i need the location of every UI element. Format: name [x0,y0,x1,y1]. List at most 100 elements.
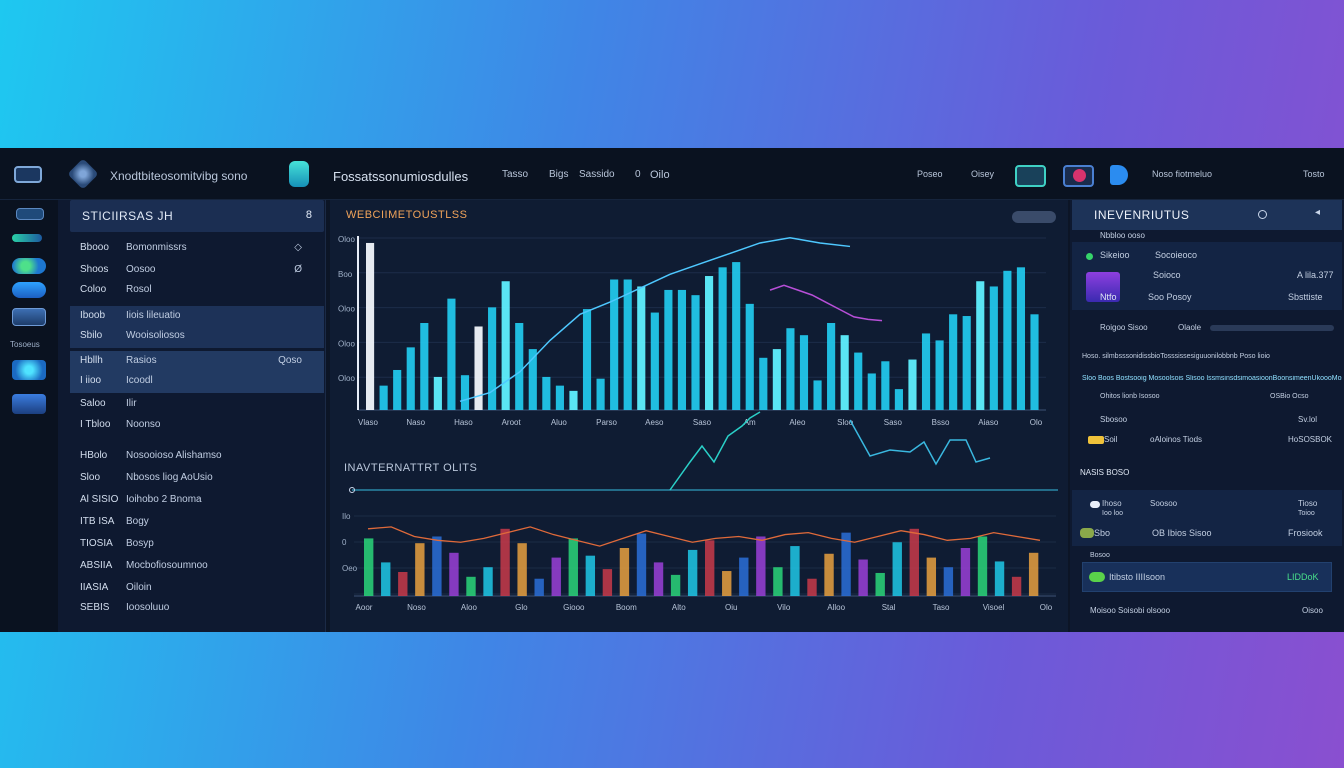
sidebar-row[interactable]: Sbilo Wooisoliosos [70,326,324,348]
bar [381,562,391,596]
x-tick-label: Saso [884,418,903,427]
sidebar-row[interactable]: Shoos Oosoo Ø [70,260,324,282]
summary-r3-a: Ntfo [1100,292,1117,302]
wave-icon[interactable] [12,234,42,242]
tab-b[interactable]: Olaole [1178,323,1202,332]
yellow-badge [1088,436,1104,444]
sidebar-row[interactable]: HBolo Nosooioso Alishamso [70,446,324,468]
bar [500,528,510,596]
x-tick-label: Naso [406,418,425,427]
summary-r1-a: Sikeioo [1100,250,1130,260]
x-tick-label: Aiaso [978,418,999,427]
sidebar-badge[interactable]: 8 [305,209,312,221]
summary-r1-b: Socoieoco [1155,250,1198,260]
nav-item-2[interactable]: Bigs [549,169,569,180]
log-line-4-a: Sbosoo [1100,415,1128,424]
tab-a[interactable]: Roigoo Sisoo [1100,323,1148,332]
sidebar-row-a: ITB ISA [80,516,115,527]
nav-item-4[interactable]: 0 [635,169,641,180]
sidebar-row[interactable]: I Tbloo Noonso [70,415,324,437]
rail-label: Tosoeus [10,340,40,349]
sidebar-row[interactable]: Iboob Iiois lileuatio [70,306,324,328]
status-bar[interactable]: Itibsto IIIIsoon LIDDoK [1082,562,1332,592]
sidebar-row[interactable]: Bbooo Bomonmissrs ◇ [70,238,324,260]
bar [976,281,985,410]
sidebar-title: STICIIRSAS JH [82,209,174,223]
panel-toggle[interactable] [1012,211,1056,223]
sidebar-row[interactable]: Al SISIO Ioihobo 2 Bnoma [70,490,324,512]
x-tick-label: Noso [407,603,426,612]
sidebar-row[interactable]: IIASIA Oiloin [70,578,324,600]
x-tick-label: Visoel [983,603,1005,612]
sidebar-row-b: Icoodl [126,375,153,386]
bar [488,307,497,410]
bar [807,578,817,596]
nav-item-5[interactable]: Oilo [650,169,670,181]
bar [1016,267,1026,410]
collapse-icon[interactable]: ◂ [1315,207,1321,218]
bar [393,369,402,410]
bar [534,578,544,596]
footer-action[interactable]: Oisoo [1302,606,1323,615]
s1-d: Ioo loo [1102,510,1124,517]
nav-item-3[interactable]: Sassido [579,169,615,180]
sidebar-row[interactable]: SEBIS Ioosoluuo [70,598,324,620]
sidebar-row[interactable]: ABSIIA Mocbofiosoumnoo [70,556,324,578]
database-icon[interactable] [12,394,46,414]
nav-item-1[interactable]: Tasso [502,169,529,180]
network-icon[interactable] [12,360,46,380]
bar [875,572,885,596]
bar [960,548,971,596]
sidebar-row-b: Iiois lileuatio [126,310,181,321]
bar [892,542,902,596]
sidebar-row[interactable]: Coloo Rosol [70,280,324,302]
right-panel: INEVENRIUTUS ◂ Nbbloo ooso Sikeioo Socoi… [1070,200,1344,632]
x-tick-label: Haso [454,418,473,427]
log-line-2: Sloo Boos Bostsooig Mosoolsois Slisoo ls… [1082,375,1342,382]
y-tick-label: Boo [338,270,353,279]
bar [585,555,596,596]
sidebar-row-b: Bosyp [126,538,154,549]
summary-r3-c: Sbsttiste [1288,292,1323,302]
sidebar-row[interactable]: Saloo Ilir [70,394,324,416]
image-app-icon[interactable] [1015,165,1046,187]
chart-icon[interactable] [16,208,44,220]
user-label[interactable]: Noso fiotmeluo [1152,169,1213,179]
bar [867,373,876,410]
sidebar-row[interactable]: Sloo Nbosos liog AoUsio [70,468,324,490]
sidebar-row[interactable]: Hbllh Rasios Qoso [70,351,324,373]
sidebar-row[interactable]: TIOSIA Bosyp [70,534,324,556]
toolbar-link-2[interactable]: Oisey [971,169,995,179]
x-tick-label: Aluo [551,418,568,427]
x-tick-label: Parso [596,418,617,427]
sidebar-row-a: I iioo [80,375,102,386]
bar [483,567,493,596]
cloud-icon[interactable] [12,282,46,298]
bar [949,314,958,410]
chart1-title: WEBCIIMETOUSTLSS [346,209,468,221]
y-tick-label: 0 [342,538,347,547]
user-action[interactable]: Tosto [1303,169,1325,179]
log-line-5-c: HoSOSBOK [1288,435,1333,444]
bar [664,289,673,410]
circle-icon[interactable] [1258,210,1267,219]
y-tick-label: Oloo [338,374,355,383]
toolbar-link-1[interactable]: Poseo [917,169,943,179]
server-icon[interactable] [12,308,46,326]
y-tick-label: Ilo [342,512,351,521]
x-tick-label: Vlaso [358,418,379,427]
bar [921,333,931,410]
sidebar-row[interactable]: I iioo Icoodl [70,371,324,393]
s1-a: Ihoso [1102,499,1122,508]
sidebar-row-c: Qoso [278,355,302,366]
bar [858,559,868,596]
bar [515,323,524,410]
bar [1030,314,1039,410]
sidebar-row-b: Noonso [126,419,161,430]
record-icon[interactable] [1063,165,1094,187]
globe-icon[interactable] [12,258,46,274]
monitor-icon[interactable] [14,166,42,183]
sidebar-row[interactable]: ITB ISA Bogy [70,512,324,534]
sidebar-row-b: Ilir [126,398,137,409]
d-app-icon[interactable] [1110,165,1128,185]
